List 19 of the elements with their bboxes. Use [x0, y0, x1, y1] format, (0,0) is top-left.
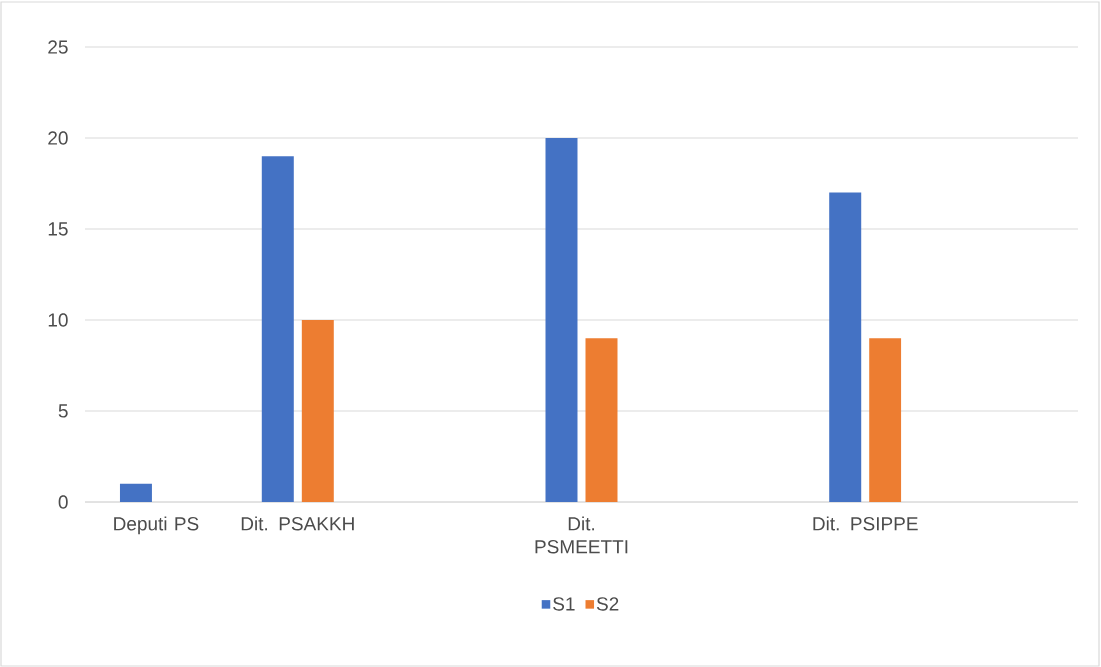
- bar: [301, 319, 334, 502]
- y-tick-label: 20: [48, 131, 68, 145]
- x-tick-label: Dit. PSMEETTI: [535, 516, 628, 554]
- bar: [829, 192, 862, 502]
- y-tick-label: 5: [58, 404, 68, 418]
- y-tick-label: 15: [48, 222, 68, 236]
- bar: [585, 338, 618, 502]
- y-tick-label: 0: [58, 495, 68, 509]
- bar: [119, 483, 152, 502]
- bar: [261, 156, 294, 502]
- x-tick-label: Deputi PS: [114, 516, 199, 535]
- legend-label: S1: [553, 597, 575, 611]
- bar: [545, 138, 578, 502]
- x-tick-label: Dit. PSIPPE: [813, 516, 918, 531]
- bar: [869, 338, 902, 502]
- x-tick-label: Dit. PSAKKH: [241, 516, 354, 531]
- y-tick-label: 10: [48, 313, 68, 327]
- y-tick-label: 25: [48, 40, 68, 54]
- legend-label: S2: [596, 597, 619, 611]
